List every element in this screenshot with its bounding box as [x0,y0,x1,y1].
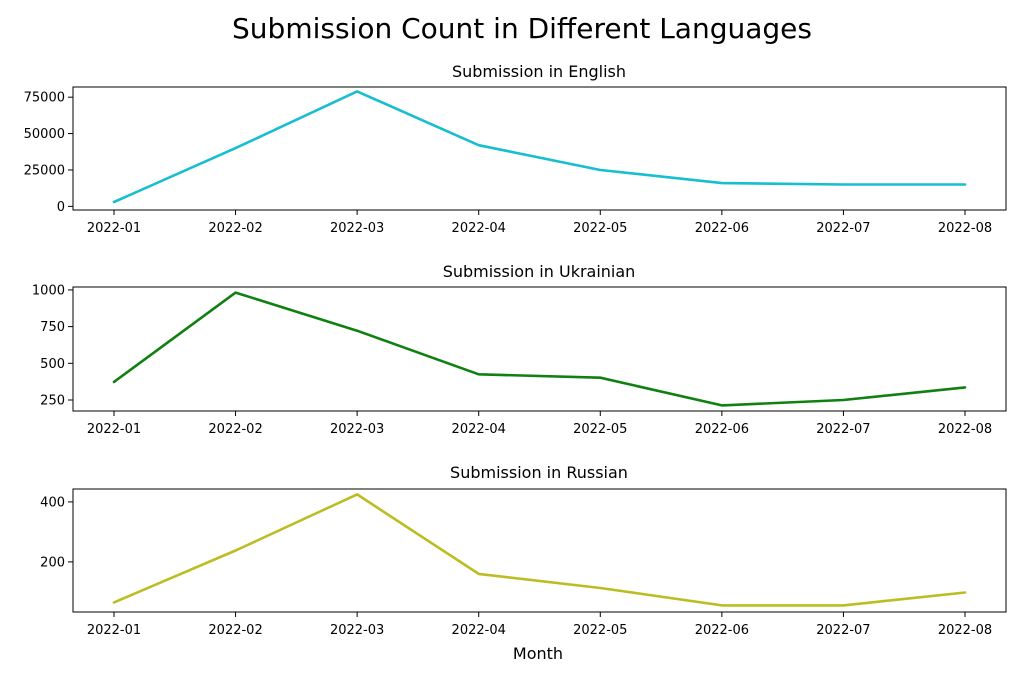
series-line-english [112,90,967,204]
x-tick-label: 2022-07 [816,221,870,236]
x-axis-label: Month [513,644,563,663]
y-tick-label: 75000 [24,91,65,106]
plot-frame-english [72,86,1007,211]
x-tick-label: 2022-03 [330,623,384,638]
x-tick-label: 2022-03 [330,422,384,437]
x-tick-label: 2022-02 [208,422,262,437]
x-tick-label: 2022-04 [452,221,506,236]
axis-ticks-russian: 2022-01 2022-02 2022-03 2022-04 2022-05 2022-… [40,495,992,638]
x-tick-label: 2022-06 [695,422,749,437]
subplot-title-english: Submission in English [452,62,626,81]
figure-title: Submission Count in Different Languages [232,12,812,45]
y-tick-label: 400 [40,495,65,510]
subplot-title-ukrainian: Submission in Ukrainian [443,262,636,281]
y-tick-label: 250 [40,393,65,408]
x-tick-label: 2022-01 [87,221,141,236]
x-tick-label: 2022-04 [452,623,506,638]
y-tick-label: 50000 [24,127,65,142]
x-tick-label: 2022-08 [938,623,992,638]
y-tick-label: 200 [40,555,65,570]
x-tick-label: 2022-06 [695,221,749,236]
subplot-title-russian: Submission in Russian [450,463,628,482]
series-lines-ukrainian [112,291,967,407]
y-tick-label: 1000 [32,283,65,298]
x-tick-label: 2022-08 [938,221,992,236]
y-tick-label: 0 [57,200,65,215]
subplot-russian: Submission in Russian 2022-01 2022-02 2022… [40,463,1007,638]
x-tick-label: 2022-02 [208,221,262,236]
axis-ticks-ukrainian: 2022-01 2022-02 2022-03 2022-04 2022-05 2022-… [32,283,992,437]
subplot-ukrainian: Submission in Ukrainian 2022-01 2022-02 20… [32,262,1007,437]
plot-frame-ukrainian [72,286,1007,412]
plot-frame-russian [72,488,1007,613]
axis-ticks-english: 2022-01 2022-02 2022-03 2022-04 2022-05 2022-… [24,91,993,236]
y-tick-label: 500 [40,357,65,372]
x-tick-label: 2022-01 [87,623,141,638]
y-tick-label: 25000 [24,163,65,178]
x-tick-label: 2022-05 [573,623,627,638]
x-tick-label: 2022-08 [938,422,992,437]
series-lines-english [112,90,967,204]
x-tick-label: 2022-05 [573,422,627,437]
x-tick-label: 2022-02 [208,623,262,638]
x-tick-label: 2022-03 [330,221,384,236]
subplot-english: Submission in English 2022-01 2022-02 2022… [24,62,1007,236]
series-line-russian [112,493,967,607]
series-line-ukrainian [112,291,967,407]
y-tick-label: 750 [40,320,65,335]
series-lines-russian [112,493,967,607]
x-tick-label: 2022-01 [87,422,141,437]
x-tick-label: 2022-07 [816,422,870,437]
x-tick-label: 2022-04 [452,422,506,437]
x-tick-label: 2022-05 [573,221,627,236]
x-tick-label: 2022-06 [695,623,749,638]
x-tick-label: 2022-07 [816,623,870,638]
